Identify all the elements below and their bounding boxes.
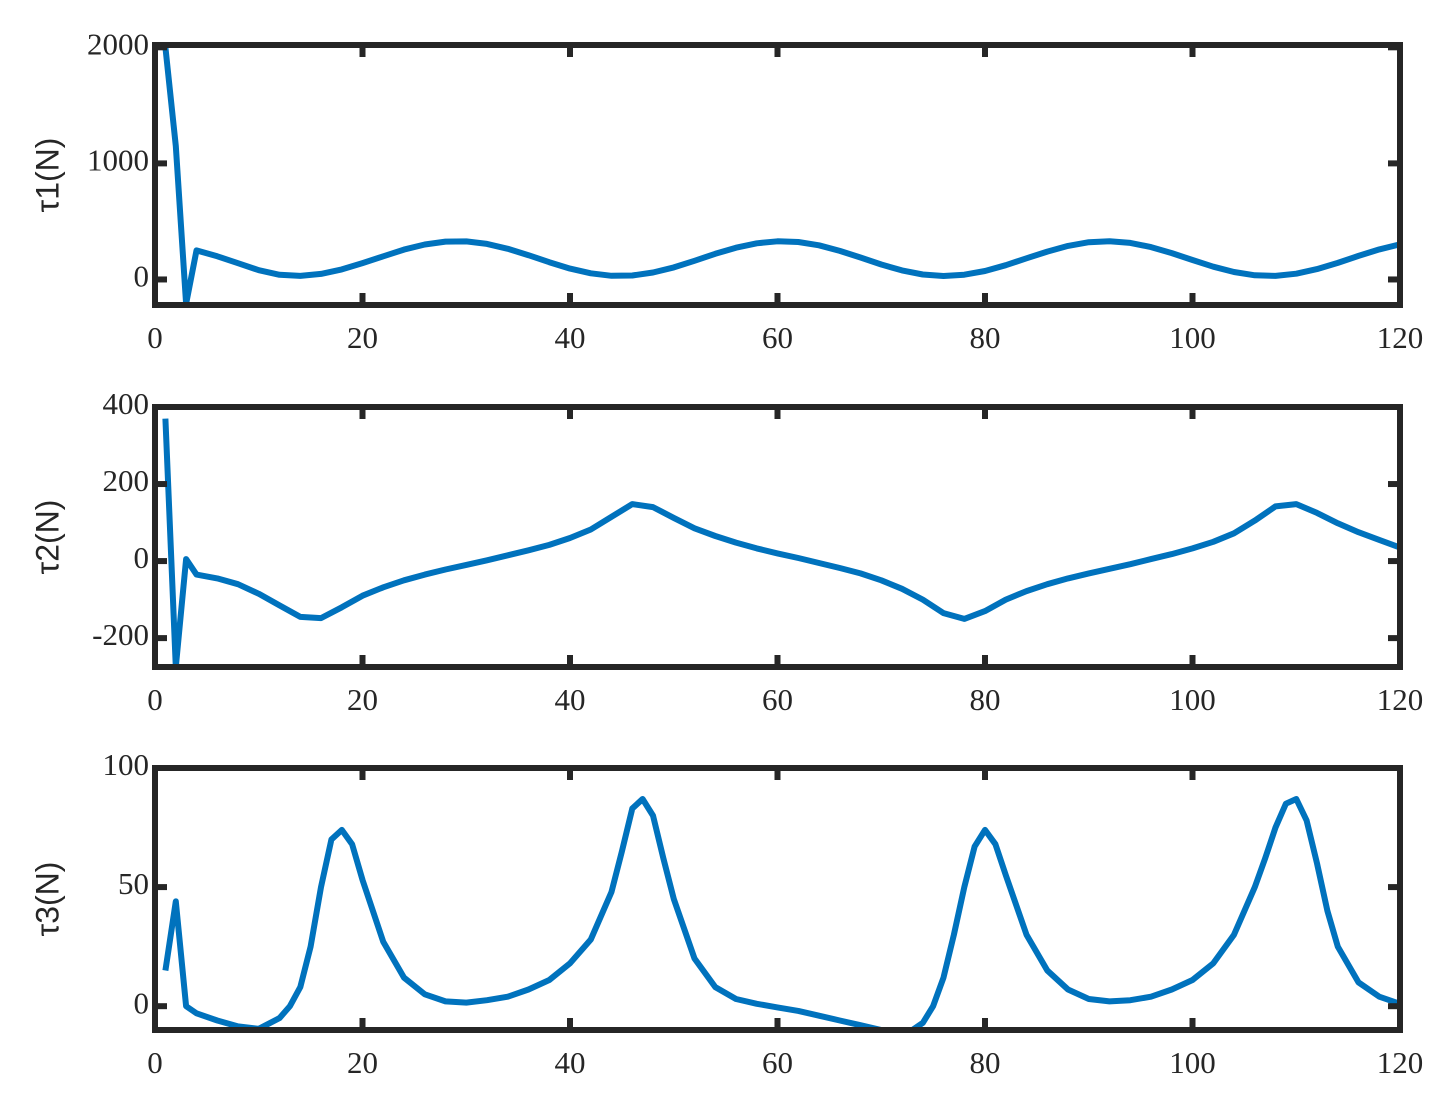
x-tick-label: 60 [762,682,793,717]
x-tick-label: 60 [762,320,793,355]
x-tick-label: 0 [147,1045,163,1080]
data-line [162,46,1400,305]
x-tick-label: 100 [1169,320,1216,355]
y-tick-label: 2000 [87,26,149,61]
x-tick-label: 0 [147,320,163,355]
x-tick-label: 100 [1169,682,1216,717]
x-tick-label: 40 [555,320,586,355]
x-tick-label: 20 [347,682,378,717]
y-axis-label: τ2(N) [29,500,65,575]
data-line [162,796,1400,1030]
x-tick-label: 40 [555,682,586,717]
x-tick-label: 100 [1169,1045,1216,1080]
y-tick-label: 400 [103,386,150,421]
y-axis-label: τ1(N) [29,138,65,213]
x-tick-label: 120 [1377,682,1424,717]
x-tick-label: 20 [347,1045,378,1080]
axes-frame [152,404,1403,670]
x-tick-label: 120 [1377,1045,1424,1080]
data-line [162,418,1400,667]
x-tick-label: 120 [1377,320,1424,355]
y-axis-label: τ3(N) [29,862,65,937]
y-tick-label: 200 [103,463,150,498]
x-tick-label: 80 [970,320,1001,355]
x-tick-label: 60 [762,1045,793,1080]
y-tick-label: 0 [134,985,150,1020]
x-tick-label: 40 [555,1045,586,1080]
axes-frame [152,765,1403,1033]
y-tick-label: 100 [103,747,150,782]
y-tick-label: 0 [134,259,150,294]
x-tick-label: 20 [347,320,378,355]
x-tick-label: 80 [970,1045,1001,1080]
y-tick-label: 1000 [87,143,149,178]
x-tick-label: 80 [970,682,1001,717]
y-tick-label: 50 [118,866,149,901]
y-tick-label: 0 [134,540,150,575]
x-tick-label: 0 [147,682,163,717]
y-tick-label: -200 [92,617,149,652]
